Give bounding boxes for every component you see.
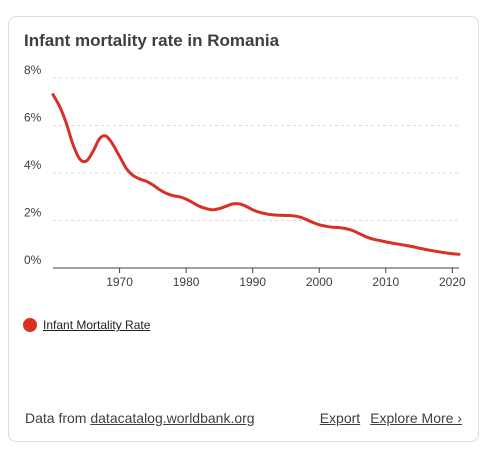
export-link[interactable]: Export bbox=[319, 410, 361, 426]
x-tick-label: 2020 bbox=[439, 275, 466, 289]
explore-more-link[interactable]: Explore More › bbox=[370, 410, 462, 426]
source-link[interactable]: datacatalog.worldbank.org bbox=[90, 410, 255, 426]
x-tick-label: 1990 bbox=[239, 275, 266, 289]
y-tick-label: 4% bbox=[24, 158, 42, 172]
x-tick-label: 2010 bbox=[372, 275, 399, 289]
data-source: Data from datacatalog.worldbank.org bbox=[25, 410, 255, 426]
y-axis-ticks: 0% 2% 4% 6% 8% bbox=[24, 63, 42, 267]
series-line-infant-mortality[interactable] bbox=[51, 93, 461, 256]
y-tick-label: 2% bbox=[24, 206, 42, 220]
legend-label[interactable]: Infant Mortality Rate bbox=[43, 318, 151, 332]
legend[interactable]: Infant Mortality Rate bbox=[23, 318, 150, 332]
source-prefix: Data from bbox=[25, 410, 87, 426]
x-tick-label: 1970 bbox=[106, 275, 133, 289]
y-tick-label: 6% bbox=[24, 111, 42, 125]
legend-color-dot bbox=[23, 318, 37, 332]
chart-card: Infant mortality rate in Romania 0% 2% 4% 6… bbox=[8, 16, 479, 442]
line-chart: 0% 2% 4% 6% 8% 1970 1980 1990 2000 2010 2020 bbox=[24, 63, 466, 289]
x-tick-label: 2000 bbox=[306, 275, 333, 289]
footer-actions: Export Explore More › bbox=[320, 410, 462, 426]
x-tick-label: 1980 bbox=[173, 275, 200, 289]
chart-title: Infant mortality rate in Romania bbox=[24, 31, 280, 50]
x-axis-ticks: 1970 1980 1990 2000 2010 2020 bbox=[106, 268, 466, 289]
y-tick-label: 0% bbox=[24, 253, 42, 267]
grid-lines bbox=[53, 77, 459, 221]
y-tick-label: 8% bbox=[24, 63, 42, 77]
